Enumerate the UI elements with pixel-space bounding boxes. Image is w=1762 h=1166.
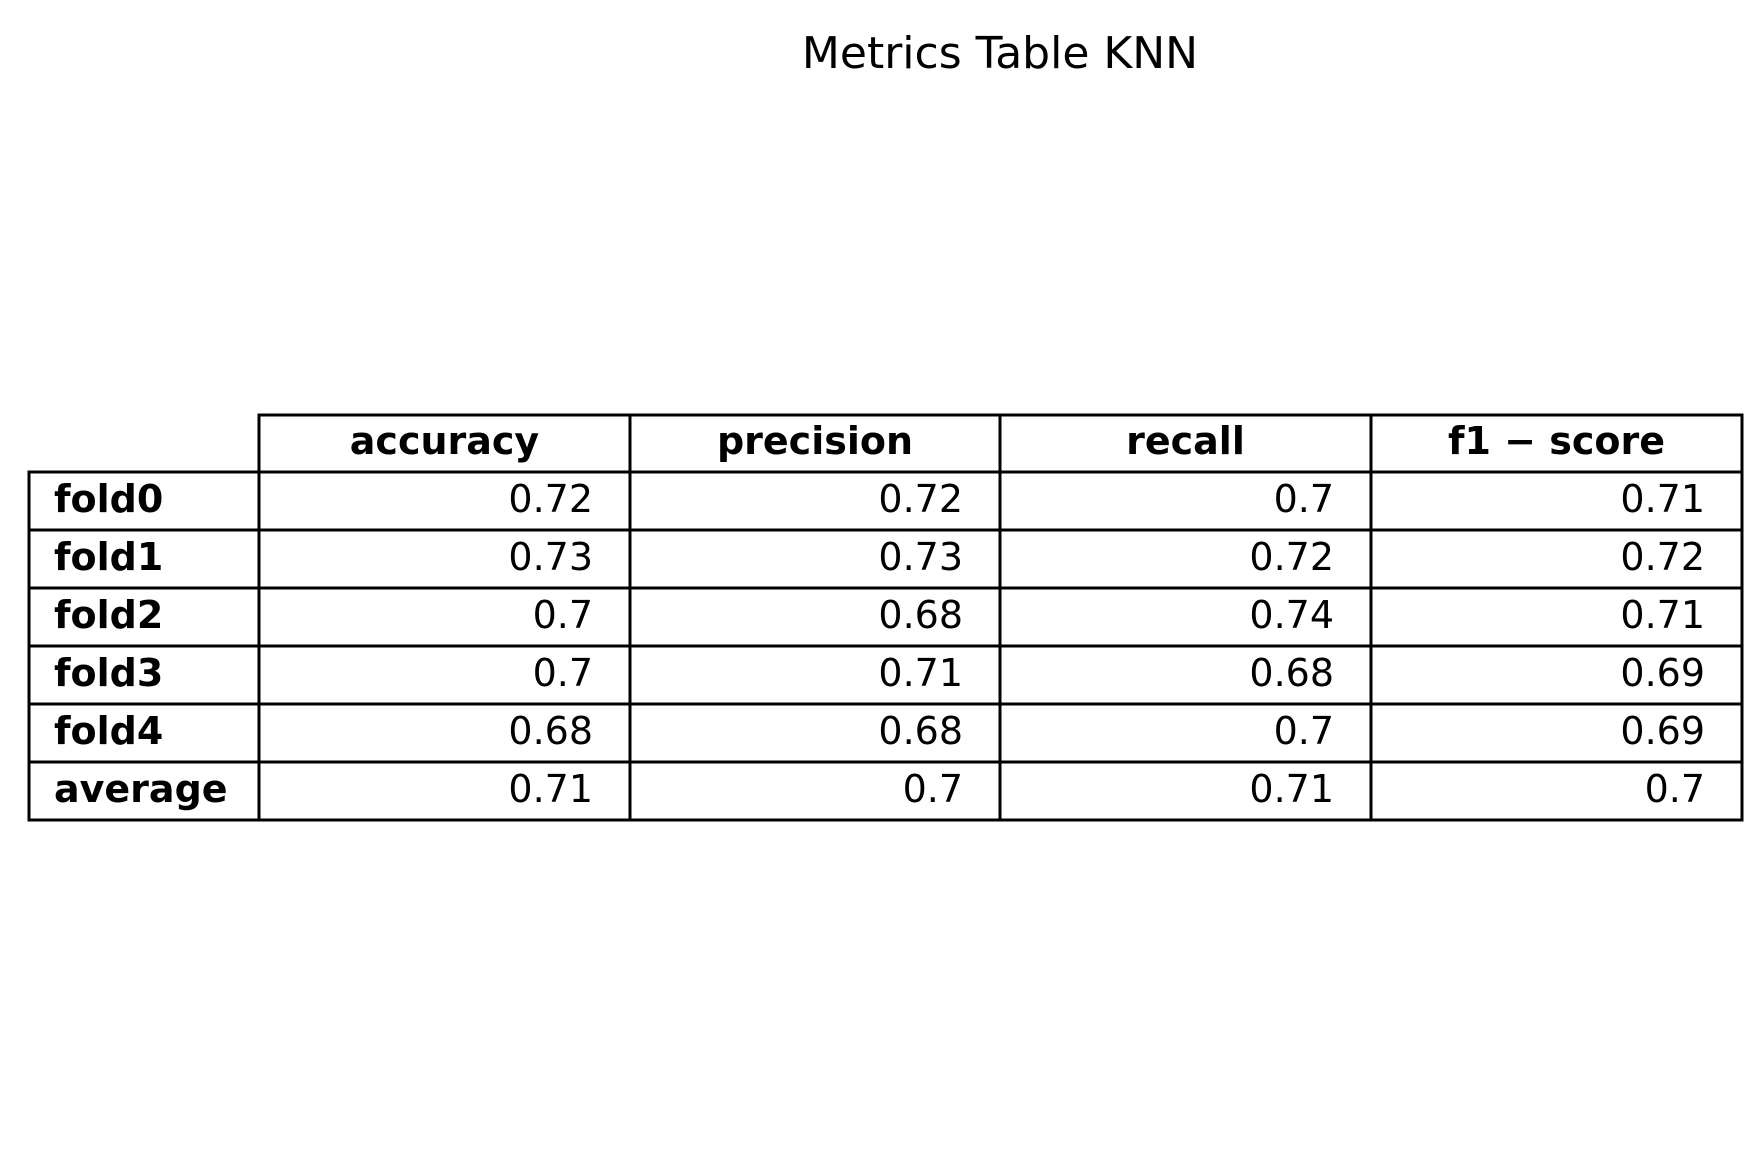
table-cell: 0.74 bbox=[1249, 593, 1334, 637]
table-cell: 0.7 bbox=[1274, 709, 1334, 753]
table-cell: 0.71 bbox=[1620, 477, 1705, 521]
table-grid bbox=[27, 413, 1744, 822]
table-cell: 0.72 bbox=[508, 477, 593, 521]
table-cell: 0.73 bbox=[508, 535, 593, 579]
table-cell: 0.7 bbox=[533, 651, 593, 695]
table-cell: 0.7 bbox=[903, 767, 963, 811]
table-cell: 0.72 bbox=[1620, 535, 1705, 579]
table-cell: 0.71 bbox=[1620, 593, 1705, 637]
row-label: average bbox=[54, 767, 228, 811]
table-cell: 0.68 bbox=[1249, 651, 1334, 695]
column-header: f1 − score bbox=[1448, 419, 1665, 463]
column-header: precision bbox=[717, 419, 913, 463]
column-header: recall bbox=[1126, 419, 1245, 463]
table-cell: 0.71 bbox=[1249, 767, 1334, 811]
row-label: fold3 bbox=[54, 651, 163, 695]
table-cell: 0.71 bbox=[878, 651, 963, 695]
table-cell: 0.7 bbox=[1645, 767, 1705, 811]
chart-title: Metrics Table KNN bbox=[802, 28, 1198, 79]
table-cell: 0.68 bbox=[878, 709, 963, 753]
row-label: fold2 bbox=[54, 593, 163, 637]
row-label: fold1 bbox=[54, 535, 163, 579]
table-cell: 0.7 bbox=[1274, 477, 1334, 521]
table-cell: 0.72 bbox=[1249, 535, 1334, 579]
row-label: fold0 bbox=[54, 477, 163, 521]
row-label: fold4 bbox=[54, 709, 163, 753]
table-cell: 0.68 bbox=[878, 593, 963, 637]
table-cell: 0.69 bbox=[1620, 651, 1705, 695]
column-header: accuracy bbox=[350, 419, 540, 463]
table-cell: 0.69 bbox=[1620, 709, 1705, 753]
table-cell: 0.72 bbox=[878, 477, 963, 521]
table-cell: 0.7 bbox=[533, 593, 593, 637]
table-cell: 0.73 bbox=[878, 535, 963, 579]
table-cell: 0.68 bbox=[508, 709, 593, 753]
table-cell: 0.71 bbox=[508, 767, 593, 811]
table-text: accuracy precision recall f1 − score fold0 0.… bbox=[54, 419, 1705, 811]
